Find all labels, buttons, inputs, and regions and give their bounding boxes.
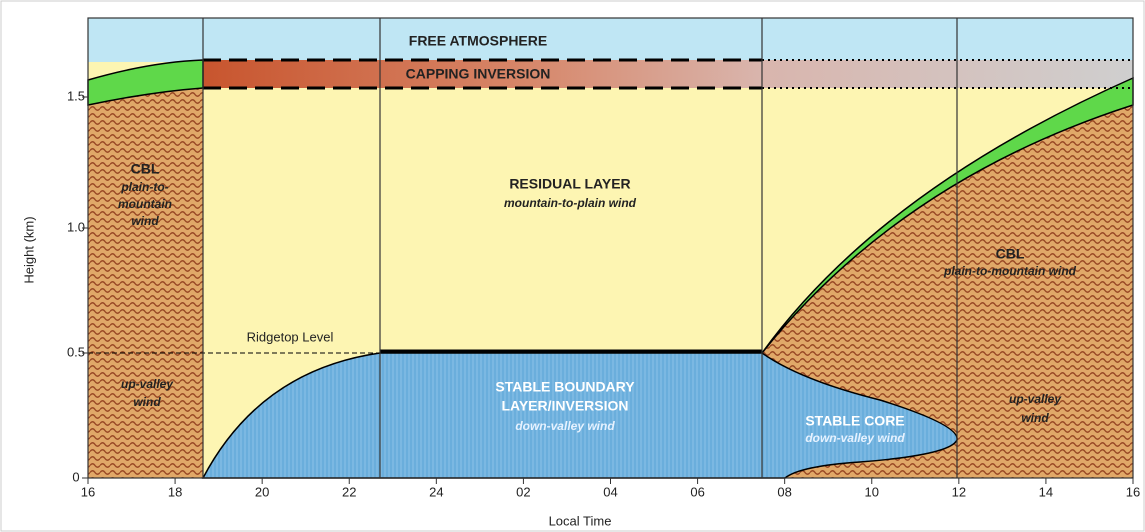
free-atmosphere-band [88,18,1133,62]
x-tick-label: 08 [777,484,791,499]
x-tick-label: 18 [168,484,182,499]
label: Ridgetop Level [247,329,334,344]
x-tick-label: 24 [429,484,443,499]
x-axis-label: Local Time [549,513,612,528]
x-tick-label: 14 [1039,484,1053,499]
stable-layer [201,352,958,479]
label: STABLE CORE [805,413,904,429]
y-tick-label: 1.5 [67,88,85,103]
x-tick-label: 12 [952,484,966,499]
label: plain-to-mountain wind [943,264,1077,278]
x-tick-label: 16 [1126,484,1140,499]
y-tick-label: 0 [72,469,79,484]
label: mountain [118,197,172,211]
label: up-valley [1009,392,1062,406]
label: STABLE BOUNDARY [495,379,635,395]
y-tick-label: 1.0 [67,219,85,234]
label: wind [131,214,159,228]
label: CAPPING INVERSION [406,66,551,82]
label: LAYER/INVERSION [501,398,628,414]
label: FREE ATMOSPHERE [409,33,547,49]
cbl-right [762,105,1133,478]
ticks: 0 0.5 1.0 1.5 16 18 20 22 24 02 04 06 08 10 12 14 16 [67,88,1140,499]
label: down-valley wind [515,419,615,433]
label: wind [133,395,161,409]
cbl-left [88,88,203,478]
x-tick-label: 16 [81,484,95,499]
label: mountain-to-plain wind [504,196,637,210]
label: RESIDUAL LAYER [509,176,630,192]
x-tick-label: 02 [516,484,530,499]
label: CBL [131,161,160,177]
y-tick-label: 0.5 [67,344,85,359]
label: wind [1021,411,1049,425]
x-tick-label: 22 [342,484,356,499]
x-tick-label: 10 [865,484,879,499]
x-tick-label: 06 [690,484,704,499]
label: CBL [996,246,1025,262]
label: plain-to- [120,180,168,194]
x-tick-label: 20 [255,484,269,499]
y-axis-label: Height (km) [21,216,36,283]
time-dividers [202,18,958,478]
capping-band [203,60,1133,88]
label: up-valley [121,377,174,391]
label: down-valley wind [805,431,905,445]
x-tick-label: 04 [603,484,617,499]
